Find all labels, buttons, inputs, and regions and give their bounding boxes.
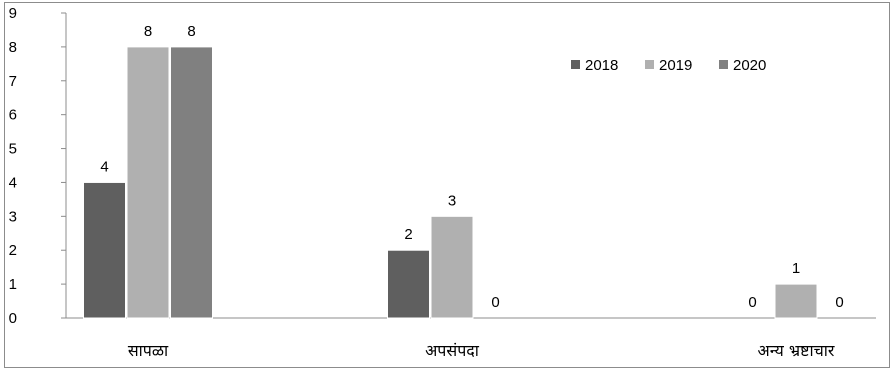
legend-swatch-2018	[571, 60, 580, 69]
y-tick-label: 4	[9, 174, 17, 191]
legend-swatch-2020	[719, 60, 728, 69]
bar-2020	[170, 46, 213, 319]
data-label: 0	[491, 294, 499, 311]
data-label: 4	[100, 158, 108, 175]
data-label: 0	[748, 294, 756, 311]
y-tick-label: 6	[9, 107, 17, 124]
data-label: 8	[187, 23, 195, 40]
bar-2018	[387, 249, 430, 319]
x-category-label: सापळा	[128, 341, 169, 360]
legend-label: 2020	[733, 57, 766, 74]
data-label: 0	[835, 294, 843, 311]
y-tick-label: 7	[9, 73, 17, 90]
y-tick-label: 2	[9, 242, 17, 259]
legend-swatch-2019	[645, 60, 654, 69]
legend-label: 2019	[659, 57, 692, 74]
bar-2019	[774, 283, 818, 319]
y-tick-label: 1	[9, 276, 17, 293]
data-label: 2	[404, 226, 412, 243]
y-tick-label: 5	[9, 141, 17, 158]
data-label: 3	[448, 192, 456, 209]
y-tick-label: 3	[9, 208, 17, 225]
data-label: 8	[144, 23, 152, 40]
x-category-label: अन्य भ्रष्टाचार	[758, 341, 835, 360]
bar-2019	[126, 46, 170, 319]
bar-2019	[430, 215, 474, 319]
x-category-label: अपसंपदा	[425, 341, 480, 360]
y-tick-label: 0	[9, 310, 17, 327]
y-tick-label: 9	[9, 5, 17, 22]
y-tick-label: 8	[9, 39, 17, 56]
legend-label: 2018	[585, 57, 618, 74]
data-label: 1	[792, 260, 800, 277]
bar-2018	[83, 181, 126, 319]
